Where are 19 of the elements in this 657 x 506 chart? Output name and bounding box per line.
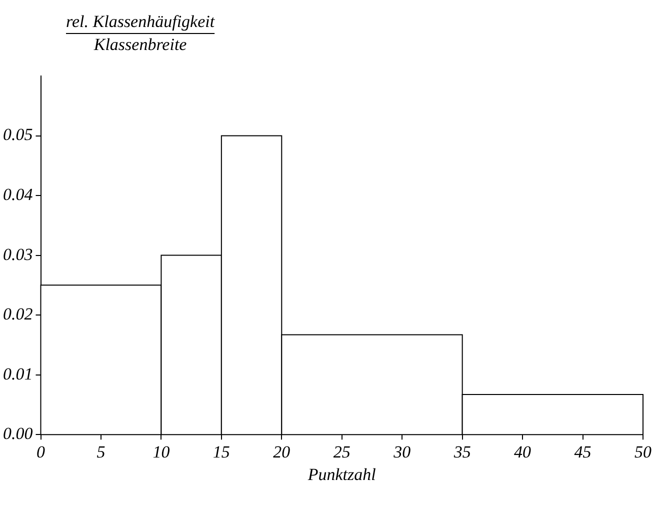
- y-tick-label: 0.03: [3, 244, 33, 264]
- y-tick-label: 0.02: [3, 304, 34, 324]
- y-axis-title: rel. Klassenhäufigkeit Klassenbreite: [66, 12, 216, 54]
- x-tick-label: 25: [333, 442, 350, 462]
- y-tick-label: 0.04: [3, 185, 34, 204]
- x-tick-label: 40: [514, 442, 532, 462]
- x-tick-label: 30: [392, 442, 412, 462]
- y-tick-label: 0.00: [3, 424, 34, 444]
- x-tick-label: 45: [574, 442, 592, 462]
- x-tick-label: 35: [452, 442, 471, 462]
- x-tick-label: 20: [273, 442, 291, 462]
- x-tick-label: 5: [96, 442, 106, 462]
- x-tick-label: 10: [152, 442, 170, 462]
- y-tick-label: 0.05: [3, 125, 33, 144]
- x-tick-label: 50: [634, 442, 652, 462]
- x-axis-title: Punktzahl: [306, 465, 376, 484]
- x-tick-label: 0: [36, 442, 46, 462]
- x-tick-label: 15: [212, 442, 230, 462]
- y-tick-label: 0.01: [3, 364, 33, 384]
